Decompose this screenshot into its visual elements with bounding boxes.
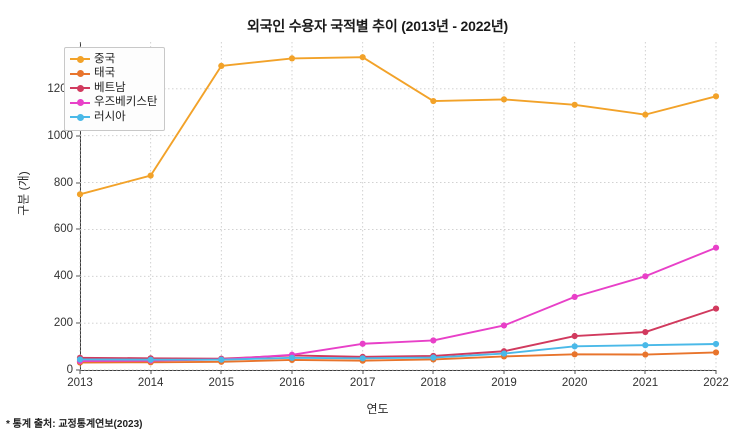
y-axis-line	[80, 42, 82, 370]
x-tick-mark	[574, 370, 576, 374]
y-tick-mark	[76, 228, 80, 230]
legend-swatch-icon	[70, 69, 90, 79]
y-axis-label: 구분 (개)	[16, 171, 31, 216]
y-tick-label: 600	[53, 223, 73, 236]
legend-label: 태국	[94, 67, 116, 79]
legend-item-0[interactable]: 중국	[70, 52, 157, 67]
x-tick-label: 2016	[279, 377, 305, 389]
data-point	[642, 328, 649, 336]
data-point	[571, 332, 578, 340]
data-point	[712, 244, 720, 251]
data-point	[147, 356, 154, 363]
chart-canvas	[76, 42, 720, 371]
data-point	[76, 191, 84, 198]
data-point	[642, 342, 649, 349]
x-tick-label: 2017	[349, 377, 376, 389]
y-tick-mark	[76, 135, 80, 137]
data-point	[712, 305, 720, 312]
legend-item-4[interactable]: 러시아	[70, 110, 157, 125]
data-point	[359, 355, 366, 362]
data-point	[712, 340, 720, 348]
data-point	[500, 350, 508, 357]
y-tick-mark	[76, 369, 80, 371]
data-point	[359, 54, 366, 61]
x-tick-label: 2018	[420, 377, 447, 389]
legend-swatch-icon	[70, 54, 90, 64]
data-point	[430, 97, 437, 105]
data-point	[642, 351, 649, 358]
data-point	[500, 96, 508, 103]
x-tick-mark	[291, 370, 293, 374]
x-tick-label: 2020	[561, 377, 588, 389]
series-line	[79, 351, 717, 364]
legend-label: 우즈베키스탄	[94, 96, 158, 108]
data-point	[642, 111, 649, 118]
data-point	[712, 349, 720, 356]
legend-item-3[interactable]: 우즈베키스탄	[70, 96, 157, 111]
data-point	[76, 356, 84, 363]
series-line	[79, 343, 717, 361]
data-point	[712, 93, 720, 100]
legend-label: 베트남	[94, 81, 126, 94]
x-tick-label: 2015	[208, 377, 235, 389]
x-tick-mark	[220, 370, 222, 374]
x-tick-label: 2019	[491, 377, 517, 389]
series-line	[79, 56, 717, 196]
x-tick-label: 2021	[632, 377, 659, 389]
x-tick-label: 2022	[703, 377, 729, 389]
data-point	[500, 322, 508, 329]
data-point	[430, 354, 437, 361]
y-tick-mark	[76, 322, 80, 324]
x-tick-mark	[503, 370, 505, 374]
y-tick-label: 400	[53, 270, 73, 283]
data-point	[571, 293, 578, 300]
y-tick-label: 800	[53, 176, 73, 189]
x-tick-mark	[362, 370, 364, 374]
x-tick-label: 2013	[67, 377, 93, 389]
x-axis-label: 연도	[366, 402, 389, 416]
legend-item-1[interactable]: 태국	[70, 67, 157, 82]
data-point	[218, 356, 225, 363]
plot-area: 0 200 400 600 800 1000 1200 2013 2014 2015 2016 20…	[47, 42, 729, 389]
data-point	[147, 172, 154, 179]
x-tick-label: 2014	[137, 377, 164, 389]
data-point	[571, 343, 578, 350]
x-tick-mark	[432, 370, 434, 374]
x-tick-mark	[644, 370, 646, 374]
legend-swatch-icon	[70, 112, 90, 122]
data-point	[571, 351, 578, 358]
data-point	[218, 62, 225, 69]
source-footnote: * 통계 출처: 교정통계연보(2023)	[6, 419, 143, 430]
y-tick-mark	[76, 182, 80, 184]
x-tick-mark	[150, 370, 152, 374]
x-tick-mark	[79, 370, 81, 374]
y-tick-label: 1000	[47, 129, 73, 142]
series-line	[79, 246, 717, 363]
legend-item-2[interactable]: 베트남	[70, 81, 157, 96]
data-point	[288, 354, 296, 361]
data-point	[571, 101, 578, 108]
legend-swatch-icon	[70, 98, 90, 108]
y-tick-label: 0	[66, 364, 73, 376]
legend-swatch-icon	[70, 83, 90, 93]
series-line	[79, 307, 717, 360]
data-point	[642, 273, 649, 280]
data-point	[430, 337, 437, 344]
legend-label: 러시아	[94, 110, 126, 123]
x-axis-line	[80, 370, 716, 372]
data-point	[359, 340, 366, 347]
legend-label: 중국	[94, 52, 116, 65]
data-point	[288, 55, 296, 62]
y-tick-mark	[76, 275, 80, 277]
chart-title: 외국인 수용자 국적별 추이 (2013년 - 2022년)	[246, 18, 509, 34]
x-tick-mark	[715, 370, 717, 374]
y-tick-label: 200	[53, 317, 73, 330]
